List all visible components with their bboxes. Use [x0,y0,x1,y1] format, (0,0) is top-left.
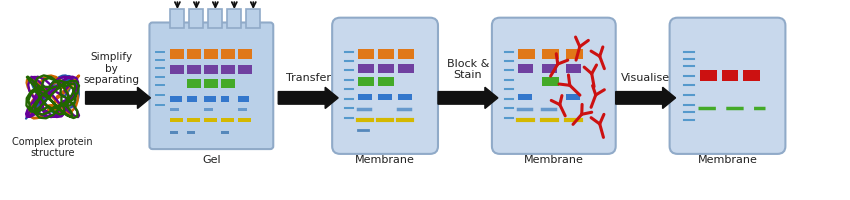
Bar [358,77,374,86]
FancyBboxPatch shape [332,18,438,154]
Bar [378,94,392,100]
Bar [246,9,260,28]
Text: Visualise: Visualise [621,73,670,83]
Bar [171,65,184,74]
Bar [398,49,414,59]
Bar [541,49,558,59]
Bar [221,65,235,74]
Bar [518,94,532,100]
Bar [171,49,184,59]
Bar [204,65,218,74]
Bar [227,9,241,28]
Bar [204,79,218,88]
Bar [204,108,213,111]
Bar [238,49,252,59]
Bar [187,49,201,59]
Bar [171,9,184,28]
Text: Block &
Stain: Block & Stain [447,59,489,80]
Bar [744,70,761,81]
Bar [187,131,196,134]
FancyBboxPatch shape [670,18,785,154]
Bar [358,64,374,73]
Bar [378,77,394,86]
FancyArrow shape [86,87,150,108]
Bar [566,64,581,73]
Bar [187,65,201,74]
Bar [398,64,414,73]
FancyArrow shape [278,87,338,108]
Bar [518,64,533,73]
Bar [518,49,535,59]
Bar [204,96,217,102]
Bar [398,94,412,100]
Bar [187,118,201,122]
Bar [566,49,583,59]
Bar [700,70,717,81]
Bar [221,131,230,134]
Bar [221,118,235,122]
Bar [358,49,374,59]
Text: Simplify
by
separating: Simplify by separating [83,52,139,85]
Text: Gel: Gel [202,155,221,165]
Bar [187,79,201,88]
Text: Membrane: Membrane [524,155,584,165]
Bar [722,70,739,81]
Bar [238,118,252,122]
Bar [208,9,223,28]
Bar [171,108,179,111]
Bar [541,77,558,86]
Text: Membrane: Membrane [355,155,415,165]
Text: Membrane: Membrane [698,155,757,165]
Bar [204,118,218,122]
Bar [238,96,249,102]
Bar [221,96,230,102]
Bar [378,49,394,59]
FancyArrow shape [438,87,498,108]
Bar [541,64,557,73]
Bar [187,96,197,102]
Text: Complex protein
structure: Complex protein structure [12,137,93,158]
Bar [171,131,178,134]
Bar [566,94,580,100]
Text: Transfer: Transfer [286,73,331,83]
FancyArrow shape [615,87,676,108]
Bar [358,94,372,100]
Bar [221,79,235,88]
Bar [238,108,247,111]
Bar [190,9,203,28]
Bar [204,49,218,59]
Bar [378,64,394,73]
FancyBboxPatch shape [150,23,273,149]
Bar [238,65,252,74]
Bar [221,49,235,59]
FancyBboxPatch shape [492,18,615,154]
Bar [171,118,184,122]
Bar [171,96,183,102]
